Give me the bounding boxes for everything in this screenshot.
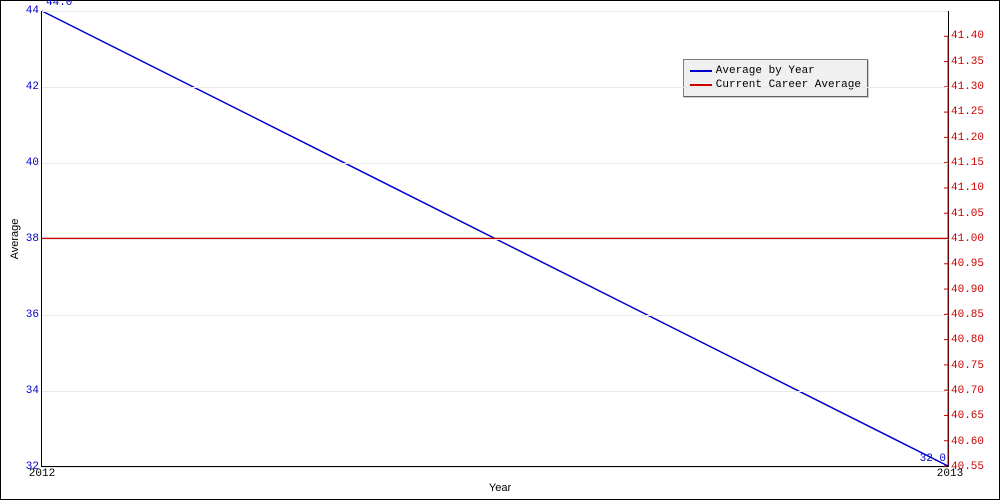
y-right-tick-label: 41.05 bbox=[948, 208, 984, 220]
chart-container: 44.0 32.0 Average by Year Current Career… bbox=[0, 0, 1000, 500]
y-right-tick-label: 40.70 bbox=[948, 385, 984, 397]
y-right-tick-label: 40.65 bbox=[948, 410, 984, 422]
plot-area: 44.0 32.0 Average by Year Current Career… bbox=[41, 11, 949, 467]
gridline bbox=[42, 239, 948, 240]
y-right-tick-label: 41.40 bbox=[948, 30, 984, 42]
y-axis-title: Average bbox=[9, 219, 21, 260]
legend-item-career-average: Current Career Average bbox=[690, 78, 861, 92]
y-left-tick-label: 34 bbox=[26, 385, 42, 397]
series-start-value-label: 44.0 bbox=[46, 0, 72, 9]
y-right-tick-label: 40.85 bbox=[948, 309, 984, 321]
legend-swatch-icon bbox=[690, 84, 712, 86]
gridline bbox=[42, 315, 948, 316]
gridline bbox=[42, 163, 948, 164]
y-right-tick-label: 41.00 bbox=[948, 233, 984, 245]
y-right-tick-label: 40.60 bbox=[948, 436, 984, 448]
legend-item-average-by-year: Average by Year bbox=[690, 64, 861, 78]
y-left-tick-label: 40 bbox=[26, 157, 42, 169]
y-right-tick-label: 41.30 bbox=[948, 81, 984, 93]
y-right-tick-label: 40.80 bbox=[948, 334, 984, 346]
y-right-tick-label: 40.75 bbox=[948, 360, 984, 372]
gridline bbox=[42, 391, 948, 392]
gridline bbox=[42, 11, 948, 12]
y-right-tick-label: 41.25 bbox=[948, 106, 984, 118]
y-right-tick-label: 40.95 bbox=[948, 258, 984, 270]
y-left-tick-label: 44 bbox=[26, 5, 42, 17]
gridline bbox=[42, 87, 948, 88]
y-right-tick-label: 40.90 bbox=[948, 284, 984, 296]
y-right-tick-label: 41.35 bbox=[948, 56, 984, 68]
y-right-tick-label: 41.10 bbox=[948, 182, 984, 194]
y-right-tick-label: 41.20 bbox=[948, 132, 984, 144]
x-tick-label: 2013 bbox=[937, 466, 963, 480]
y-right-tick-label: 41.15 bbox=[948, 157, 984, 169]
x-tick-label: 2012 bbox=[29, 466, 55, 480]
y-left-tick-label: 36 bbox=[26, 309, 42, 321]
legend-label: Average by Year bbox=[716, 64, 815, 78]
legend-label: Current Career Average bbox=[716, 78, 861, 92]
y-left-tick-label: 42 bbox=[26, 81, 42, 93]
legend-swatch-icon bbox=[690, 70, 712, 72]
y-left-tick-label: 38 bbox=[26, 233, 42, 245]
x-axis-title: Year bbox=[489, 482, 511, 494]
gridline bbox=[42, 467, 948, 468]
chart-legend: Average by Year Current Career Average bbox=[683, 59, 868, 97]
